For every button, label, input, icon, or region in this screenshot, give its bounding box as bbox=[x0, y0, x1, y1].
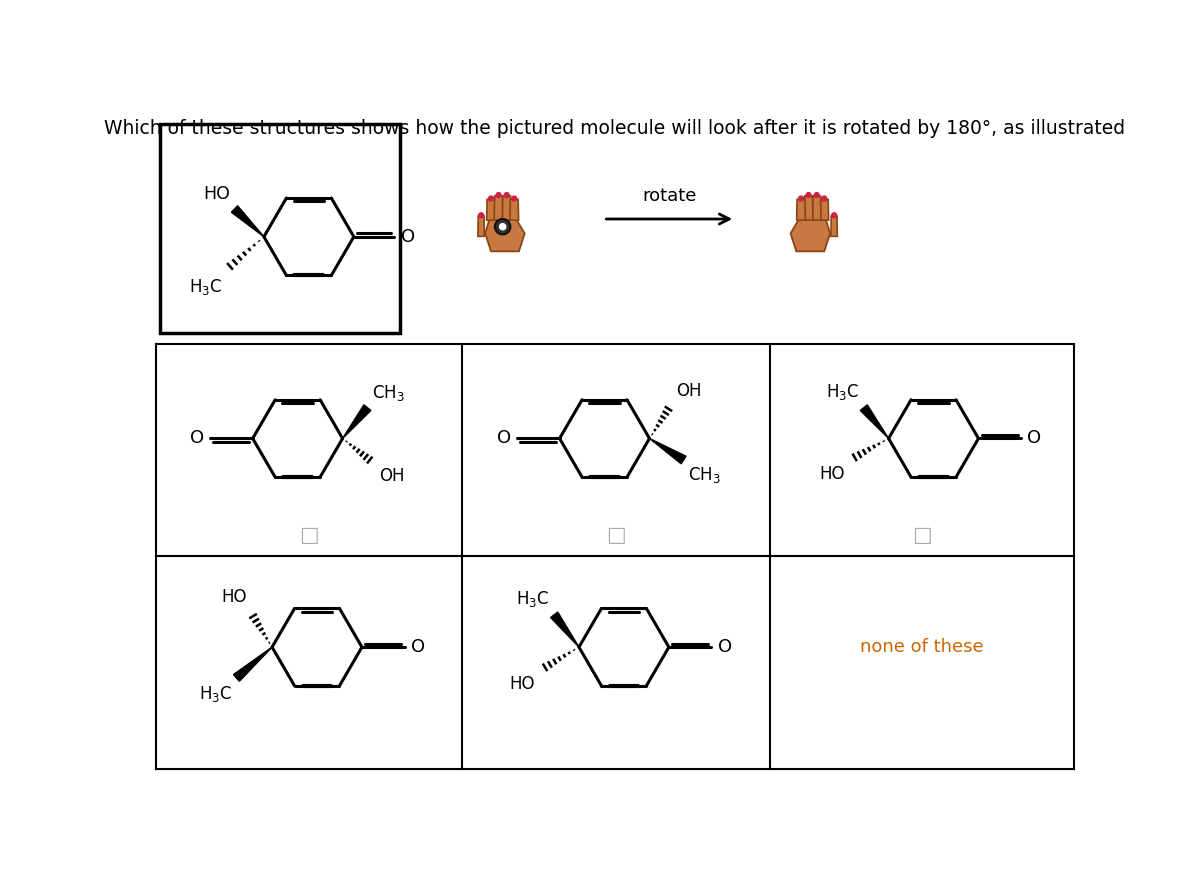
Text: CH$_3$: CH$_3$ bbox=[689, 465, 721, 485]
Polygon shape bbox=[551, 612, 578, 647]
Text: H$_3$C: H$_3$C bbox=[188, 276, 222, 296]
Circle shape bbox=[488, 196, 493, 201]
Text: O: O bbox=[401, 228, 415, 246]
Text: OH: OH bbox=[379, 467, 404, 485]
Polygon shape bbox=[342, 405, 371, 439]
Polygon shape bbox=[510, 199, 518, 220]
Polygon shape bbox=[485, 218, 524, 251]
Polygon shape bbox=[232, 206, 264, 236]
Text: □: □ bbox=[299, 525, 319, 545]
Text: HO: HO bbox=[818, 465, 845, 482]
Polygon shape bbox=[649, 439, 686, 464]
Polygon shape bbox=[804, 196, 812, 220]
Text: CH$_3$: CH$_3$ bbox=[372, 383, 404, 403]
Polygon shape bbox=[234, 647, 272, 681]
Text: Which of these structures shows how the pictured molecule will look after it is : Which of these structures shows how the … bbox=[104, 119, 1126, 138]
Polygon shape bbox=[820, 199, 829, 220]
Text: O: O bbox=[497, 429, 511, 448]
Text: HO: HO bbox=[222, 588, 247, 607]
Text: H$_3$C: H$_3$C bbox=[198, 684, 232, 704]
Text: OH: OH bbox=[676, 382, 701, 400]
Circle shape bbox=[494, 219, 510, 235]
Circle shape bbox=[832, 213, 836, 217]
Text: H$_3$C: H$_3$C bbox=[826, 382, 859, 402]
Polygon shape bbox=[791, 218, 830, 251]
Circle shape bbox=[479, 213, 484, 217]
Polygon shape bbox=[812, 196, 821, 220]
Circle shape bbox=[806, 193, 811, 197]
Polygon shape bbox=[487, 199, 496, 220]
Circle shape bbox=[512, 196, 517, 201]
Circle shape bbox=[496, 193, 500, 197]
Polygon shape bbox=[830, 216, 838, 236]
Polygon shape bbox=[797, 199, 805, 220]
Circle shape bbox=[822, 196, 827, 201]
Polygon shape bbox=[860, 405, 888, 439]
Circle shape bbox=[504, 193, 509, 197]
Circle shape bbox=[798, 196, 804, 201]
Text: □: □ bbox=[606, 525, 626, 545]
Bar bbox=[160, 123, 401, 333]
Text: O: O bbox=[410, 638, 425, 656]
Text: HO: HO bbox=[203, 185, 230, 202]
Polygon shape bbox=[478, 216, 485, 236]
Text: none of these: none of these bbox=[860, 638, 984, 656]
Text: □: □ bbox=[912, 525, 931, 545]
Circle shape bbox=[815, 193, 820, 197]
Text: O: O bbox=[190, 429, 204, 448]
Text: O: O bbox=[1027, 429, 1042, 448]
Polygon shape bbox=[494, 196, 503, 220]
Text: H$_3$C: H$_3$C bbox=[516, 589, 550, 609]
Polygon shape bbox=[503, 196, 511, 220]
Text: HO: HO bbox=[509, 675, 535, 693]
Circle shape bbox=[499, 223, 505, 229]
Text: O: O bbox=[718, 638, 732, 656]
Text: rotate: rotate bbox=[642, 187, 696, 205]
